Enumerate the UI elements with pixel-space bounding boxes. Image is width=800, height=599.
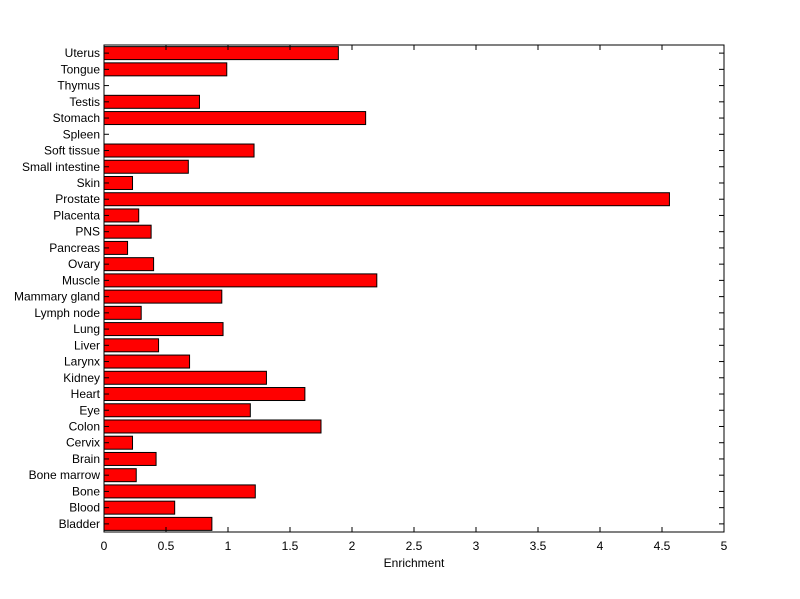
bar-prostate	[103, 192, 670, 207]
bar-muscle	[103, 273, 378, 288]
category-label: Kidney	[63, 371, 100, 385]
bar-stomach	[103, 111, 367, 126]
bar-bone	[103, 484, 256, 499]
bar-uterus	[103, 46, 339, 61]
category-label: Eye	[79, 403, 100, 417]
category-label: Prostate	[55, 192, 100, 206]
category-label: Mammary gland	[14, 290, 100, 304]
category-label: Testis	[69, 95, 100, 109]
plot-frame	[103, 44, 725, 533]
bar-small-intestine	[103, 159, 189, 174]
bar-liver	[103, 338, 160, 353]
x-tick-label: 2.5	[406, 539, 423, 553]
bar-eye	[103, 403, 251, 418]
category-label: Spleen	[63, 127, 100, 141]
bar-colon	[103, 419, 322, 434]
category-label: Bladder	[59, 517, 100, 531]
category-label: Heart	[71, 387, 101, 401]
category-label: Stomach	[53, 111, 100, 125]
category-label: Small intestine	[22, 160, 100, 174]
bar-brain	[103, 451, 157, 466]
category-label: Lymph node	[34, 306, 100, 320]
category-label: Lung	[73, 322, 100, 336]
category-label: Soft tissue	[44, 144, 100, 158]
category-label: Brain	[72, 452, 100, 466]
x-tick-label: 5	[721, 539, 728, 553]
bar-lymph-node	[103, 305, 142, 320]
category-label: Cervix	[66, 436, 100, 450]
category-label: Pancreas	[49, 241, 100, 255]
category-label: Larynx	[64, 355, 100, 369]
category-label: Bone marrow	[29, 468, 101, 482]
bar-ovary	[103, 257, 155, 272]
bar-soft-tissue	[103, 143, 255, 158]
x-tick-label: 2	[349, 539, 356, 553]
bar-tongue	[103, 62, 228, 77]
bar-mammary-gland	[103, 289, 223, 304]
x-tick-label: 1	[225, 539, 232, 553]
x-tick-label: 1.5	[282, 539, 299, 553]
bar-lung	[103, 322, 224, 337]
plot-area	[104, 45, 724, 532]
bar-bladder	[103, 516, 213, 531]
x-tick-label: 0	[101, 539, 108, 553]
category-label: Blood	[69, 501, 100, 515]
x-tick-label: 4	[597, 539, 604, 553]
bar-testis	[103, 94, 200, 109]
bar-placenta	[103, 208, 140, 223]
category-label: Skin	[77, 176, 100, 190]
x-tick-label: 3.5	[530, 539, 547, 553]
x-tick-label: 3	[473, 539, 480, 553]
category-label: Muscle	[62, 273, 100, 287]
category-label: PNS	[75, 225, 100, 239]
labels-group: Uterus Tongue Thymus Testis Stomach Spleen Sof…	[14, 46, 728, 553]
category-label: Uterus	[65, 46, 100, 60]
bar-larynx	[103, 354, 191, 369]
category-label: Colon	[69, 419, 100, 433]
bar-heart	[103, 387, 306, 402]
category-label: Bone	[72, 484, 100, 498]
category-label: Placenta	[53, 208, 100, 222]
bar-kidney	[103, 370, 267, 385]
bar-pns	[103, 224, 152, 239]
category-label: Ovary	[68, 257, 100, 271]
x-axis-label: Enrichment	[384, 556, 445, 570]
category-label: Tongue	[61, 62, 101, 76]
category-label: Thymus	[57, 79, 100, 93]
x-tick-label: 0.5	[158, 539, 175, 553]
category-label: Liver	[74, 338, 100, 352]
bar-blood	[103, 500, 176, 515]
x-tick-label: 4.5	[654, 539, 671, 553]
